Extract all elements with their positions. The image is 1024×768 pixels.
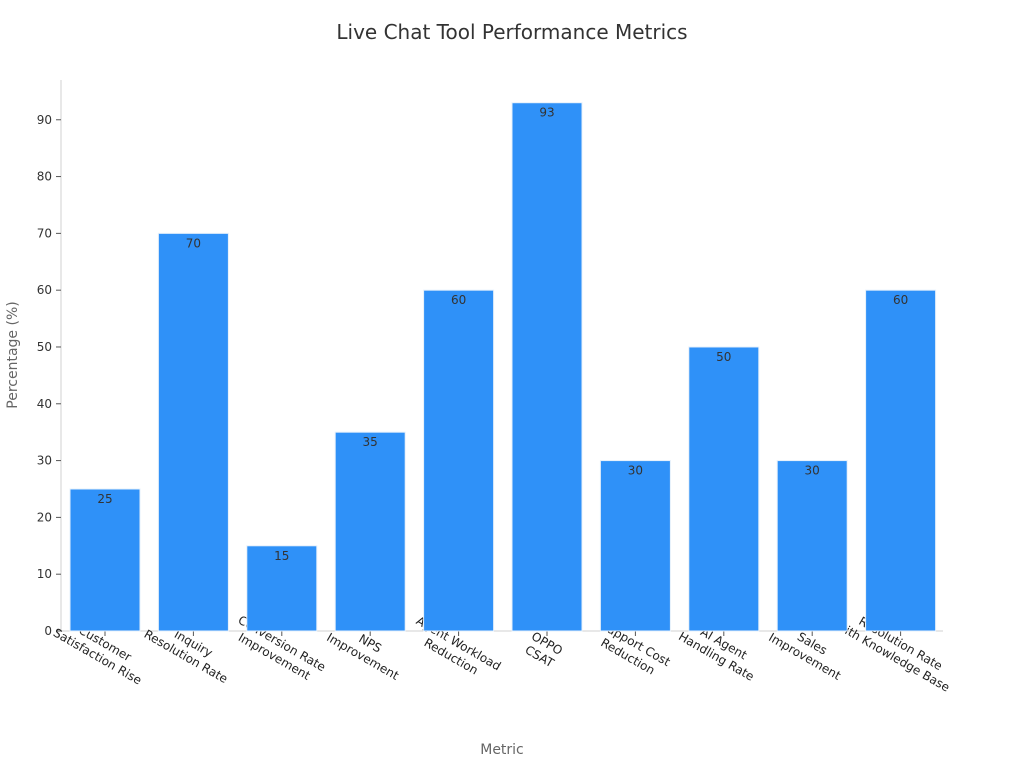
y-tick-label: 20 [37,510,52,524]
y-tick-label: 80 [37,170,52,184]
y-tick-label: 60 [37,283,52,297]
y-tick-label: 40 [37,397,52,411]
bar-value-label: 15 [274,549,289,563]
bar [334,431,406,632]
bar [688,346,760,632]
y-tick-label: 70 [37,226,52,240]
bar-value-label: 60 [893,293,908,307]
bar-value-label: 93 [539,106,554,120]
bar-value-label: 50 [716,350,731,364]
bar-value-label: 70 [186,236,201,250]
bar [865,289,937,632]
bar-value-label: 60 [451,293,466,307]
y-axis: 0 10 20 30 40 50 60 70 80 90 [37,80,62,638]
y-tick-label: 30 [37,454,52,468]
bar [69,488,141,632]
bar [511,102,583,632]
bar [423,289,495,632]
bar-value-label: 30 [628,464,643,478]
bar [599,460,671,632]
bar [776,460,848,632]
y-tick-label: 50 [37,340,52,354]
bar-value-label: 35 [363,435,378,449]
bar-value-label: 30 [805,464,820,478]
chart-title: Live Chat Tool Performance Metrics [336,20,688,44]
y-tick-label: 0 [44,624,52,638]
y-tick-label: 10 [37,567,52,581]
x-axis-title: Metric [480,742,524,758]
bar [246,545,318,632]
bar-value-label: 25 [97,492,112,506]
bar [157,232,229,632]
bars: 25 70 15 35 60 93 30 50 30 60 [69,102,937,632]
y-tick-label: 90 [37,113,52,127]
